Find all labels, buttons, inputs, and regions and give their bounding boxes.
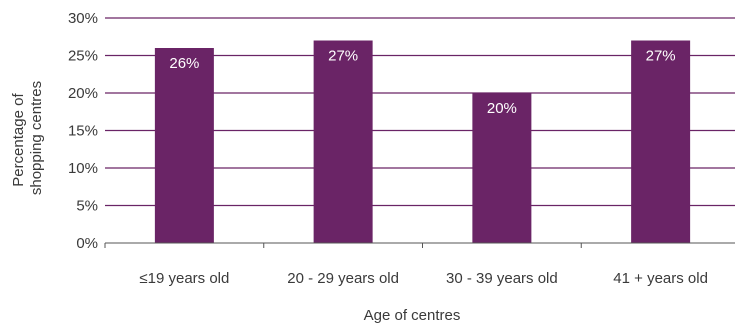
y-axis-ticks: 0% 5% 10% 15% 20% 25% 30% — [68, 10, 98, 252]
bar — [154, 48, 214, 243]
x-axis-title: Age of centres — [364, 307, 461, 323]
bars — [154, 40, 691, 243]
data-label: 20% — [487, 100, 517, 117]
x-tick-label: ≤19 years old — [139, 270, 229, 287]
y-tick-label: 20% — [68, 85, 98, 102]
x-tick-label: 30 - 39 years old — [446, 270, 558, 287]
bar — [313, 40, 373, 243]
bar — [631, 40, 691, 243]
y-axis-title-line-1: Percentage of — [10, 93, 27, 187]
y-tick-label: 5% — [76, 198, 98, 215]
x-axis-ticks: ≤19 years old 20 - 29 years old 30 - 39 ye… — [139, 270, 708, 287]
data-label: 27% — [646, 48, 676, 65]
data-label: 27% — [328, 48, 358, 65]
x-axis — [104, 242, 735, 248]
y-axis-title: Percentage of shopping centres — [10, 81, 45, 195]
y-tick-label: 0% — [76, 235, 98, 252]
y-tick-label: 30% — [68, 10, 98, 27]
y-tick-label: 10% — [68, 160, 98, 177]
bar — [472, 93, 532, 243]
x-tick-label: 20 - 29 years old — [287, 270, 399, 287]
y-axis-title-line-2: shopping centres — [28, 81, 45, 195]
data-labels: 26% 27% 20% 27% — [169, 48, 675, 118]
y-tick-label: 15% — [68, 123, 98, 140]
data-label: 26% — [169, 55, 199, 72]
x-tick-label: 41 + years old — [613, 270, 708, 287]
y-tick-label: 25% — [68, 48, 98, 65]
